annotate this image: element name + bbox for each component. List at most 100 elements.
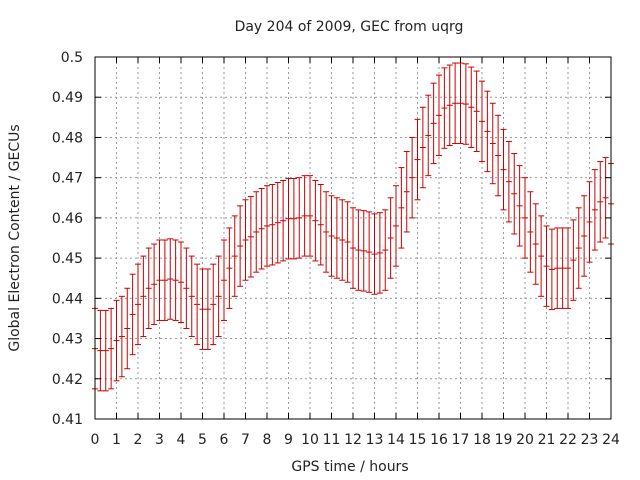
error-bar-point bbox=[102, 309, 109, 392]
error-bar-point bbox=[269, 184, 276, 266]
error-bar-point bbox=[522, 177, 528, 259]
error-bar-point bbox=[140, 255, 147, 338]
error-bar-point bbox=[312, 179, 319, 262]
x-tick-label: 5 bbox=[198, 432, 207, 448]
error-bar-point bbox=[108, 307, 115, 390]
error-bar-point bbox=[188, 255, 195, 338]
error-bar-point bbox=[500, 128, 507, 211]
error-bar-point bbox=[135, 263, 141, 346]
error-bar-point bbox=[425, 94, 432, 177]
y-tick-label: 0.43 bbox=[52, 332, 83, 348]
x-tick-label: 9 bbox=[284, 432, 293, 448]
error-bar-point bbox=[194, 263, 201, 346]
y-axis-label: Global Electron Content / GECUs bbox=[7, 124, 23, 351]
error-bar-point bbox=[328, 195, 335, 277]
error-bar-point bbox=[296, 177, 303, 259]
error-bar-point bbox=[118, 295, 125, 378]
y-tick-label: 0.47 bbox=[52, 171, 83, 187]
error-bar-point bbox=[183, 247, 190, 329]
x-tick-label: 2 bbox=[134, 432, 143, 448]
x-tick-label: 4 bbox=[177, 432, 186, 448]
x-tick-label: 0 bbox=[91, 432, 100, 448]
axis-ticks bbox=[94, 56, 612, 420]
y-tick-label: 0.45 bbox=[52, 251, 83, 267]
error-bar-point bbox=[247, 196, 254, 278]
error-bar-point bbox=[274, 181, 281, 264]
x-tick-labels: 0 1 2 3 4 5 6 7 8 9 10 11 12 13 14 15 16 17 18 19 20 21 22 23 24 bbox=[91, 432, 620, 448]
error-bar-point bbox=[565, 227, 571, 309]
x-tick-label: 20 bbox=[516, 432, 534, 448]
x-tick-label: 6 bbox=[220, 432, 229, 448]
error-bar-point bbox=[360, 210, 367, 292]
error-bar-point bbox=[430, 82, 437, 165]
error-bar-point bbox=[495, 114, 502, 197]
error-bar-point bbox=[151, 243, 158, 325]
x-tick-label: 18 bbox=[473, 432, 491, 448]
x-tick-label: 10 bbox=[301, 432, 319, 448]
error-bar-point bbox=[511, 153, 518, 235]
x-tick-label: 19 bbox=[495, 432, 513, 448]
error-bar-point bbox=[307, 175, 313, 257]
error-bar-point bbox=[441, 67, 448, 149]
error-bar-point bbox=[452, 62, 459, 144]
y-tick-label: 0.42 bbox=[52, 372, 83, 388]
error-bar-point bbox=[317, 184, 324, 266]
error-bar-point bbox=[532, 203, 539, 285]
error-bar-point bbox=[414, 118, 421, 201]
x-tick-label: 15 bbox=[409, 432, 427, 448]
error-bar-point bbox=[285, 177, 292, 260]
error-bar-point bbox=[344, 201, 351, 283]
error-bar-point bbox=[602, 157, 609, 239]
error-bar-point bbox=[575, 207, 582, 289]
x-tick-label: 21 bbox=[538, 432, 556, 448]
x-tick-label: 13 bbox=[366, 432, 384, 448]
error-bar-point bbox=[339, 199, 346, 281]
error-bar-point bbox=[468, 66, 475, 148]
error-bar-point bbox=[403, 151, 410, 233]
error-bar-point bbox=[473, 70, 480, 153]
error-bar-point bbox=[570, 219, 577, 301]
error-bar-point bbox=[419, 106, 426, 189]
y-tick-label: 0.44 bbox=[52, 291, 83, 307]
error-bar-point bbox=[264, 185, 270, 267]
error-bar-point bbox=[97, 309, 104, 392]
error-bar-point bbox=[199, 268, 206, 350]
error-bar-point bbox=[479, 80, 485, 163]
x-tick-label: 17 bbox=[452, 432, 470, 448]
error-bar-point bbox=[215, 255, 222, 338]
x-tick-label: 16 bbox=[430, 432, 448, 448]
error-bar-point bbox=[538, 215, 545, 297]
x-tick-label: 3 bbox=[155, 432, 164, 448]
y-tick-labels: 0.41 0.42 0.43 0.44 0.45 0.46 0.47 0.48 0.49 0.5 bbox=[52, 50, 83, 428]
error-bar-point bbox=[221, 239, 227, 321]
error-bar-point bbox=[387, 197, 394, 279]
error-bar-point bbox=[597, 161, 604, 243]
x-tick-label: 1 bbox=[112, 432, 121, 448]
error-bar-point bbox=[178, 241, 184, 323]
error-bar-point bbox=[586, 181, 593, 263]
error-bar-point bbox=[371, 213, 378, 295]
error-bar-point bbox=[376, 212, 383, 294]
error-bar-point bbox=[280, 179, 287, 262]
error-bar-point bbox=[237, 205, 244, 287]
error-bar-point bbox=[290, 177, 297, 260]
error-bar-point bbox=[548, 228, 555, 311]
y-tick-label: 0.5 bbox=[61, 50, 83, 66]
y-tick-label: 0.49 bbox=[52, 90, 83, 106]
error-bar-point bbox=[355, 209, 362, 291]
error-bar-point bbox=[559, 227, 566, 309]
error-bar-point bbox=[581, 195, 588, 277]
x-tick-label: 8 bbox=[263, 432, 272, 448]
error-bar-point bbox=[516, 165, 523, 247]
error-bar-point bbox=[253, 191, 260, 273]
error-bar-point bbox=[457, 62, 464, 144]
y-tick-label: 0.46 bbox=[52, 211, 83, 227]
error-bar-point bbox=[484, 90, 491, 173]
error-bar-point bbox=[543, 225, 550, 307]
x-tick-label: 12 bbox=[344, 432, 362, 448]
error-bar-point bbox=[156, 239, 163, 321]
error-bar-point bbox=[161, 239, 168, 321]
error-bar-point bbox=[350, 207, 356, 289]
error-bar-point bbox=[393, 185, 399, 267]
